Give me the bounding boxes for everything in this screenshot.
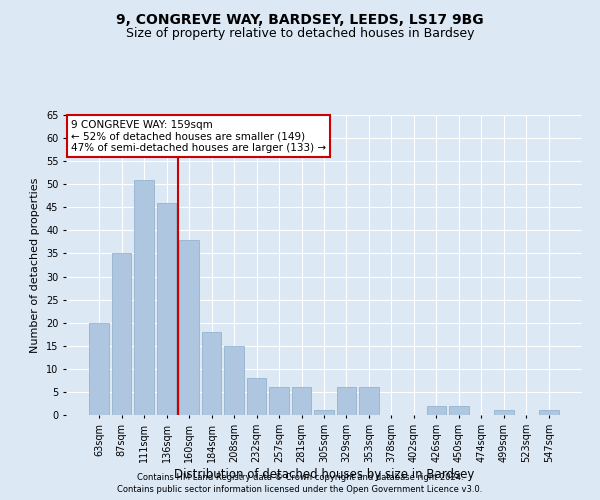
Bar: [292, 388, 311, 415]
Bar: [269, 388, 289, 415]
Bar: [427, 406, 446, 415]
Text: 9, CONGREVE WAY, BARDSEY, LEEDS, LS17 9BG: 9, CONGREVE WAY, BARDSEY, LEEDS, LS17 9B…: [116, 12, 484, 26]
Bar: [449, 406, 469, 415]
Bar: [202, 332, 221, 415]
Bar: [112, 254, 131, 415]
X-axis label: Distribution of detached houses by size in Bardsey: Distribution of detached houses by size …: [174, 468, 474, 480]
Bar: [89, 322, 109, 415]
Text: 9 CONGREVE WAY: 159sqm
← 52% of detached houses are smaller (149)
47% of semi-de: 9 CONGREVE WAY: 159sqm ← 52% of detached…: [71, 120, 326, 152]
Bar: [224, 346, 244, 415]
Bar: [179, 240, 199, 415]
Bar: [314, 410, 334, 415]
Y-axis label: Number of detached properties: Number of detached properties: [31, 178, 40, 352]
Bar: [134, 180, 154, 415]
Bar: [247, 378, 266, 415]
Text: Size of property relative to detached houses in Bardsey: Size of property relative to detached ho…: [126, 28, 474, 40]
Text: Contains HM Land Registry data © Crown copyright and database right 2024.: Contains HM Land Registry data © Crown c…: [137, 472, 463, 482]
Bar: [494, 410, 514, 415]
Bar: [539, 410, 559, 415]
Bar: [359, 388, 379, 415]
Text: Contains public sector information licensed under the Open Government Licence v3: Contains public sector information licen…: [118, 485, 482, 494]
Bar: [157, 202, 176, 415]
Bar: [337, 388, 356, 415]
